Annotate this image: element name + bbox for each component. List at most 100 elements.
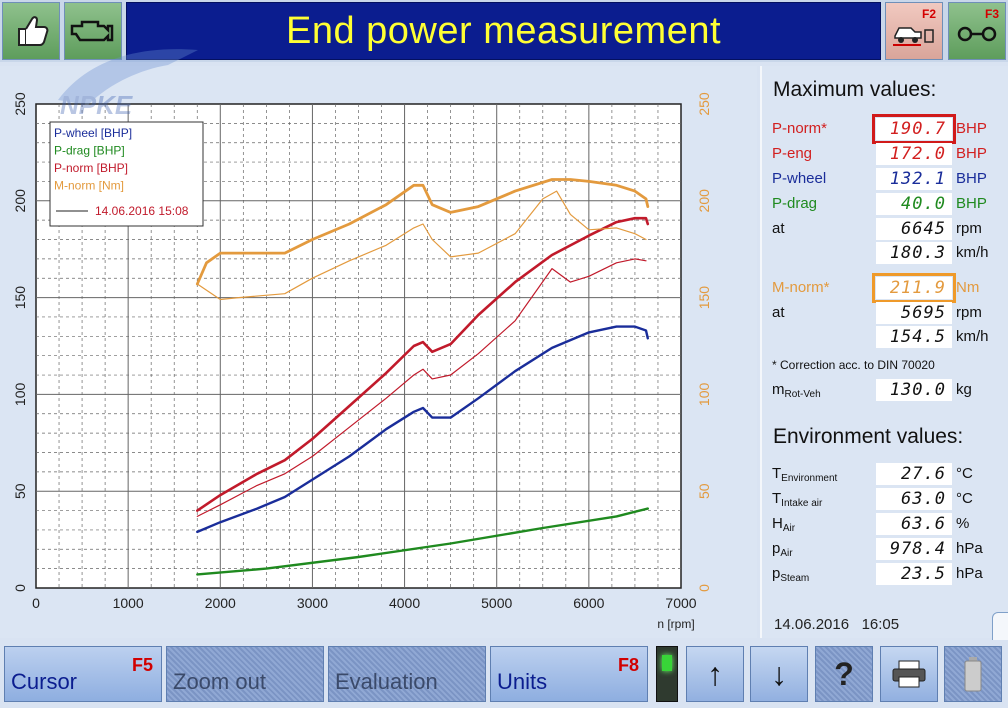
env-unit: hPa <box>956 565 983 582</box>
vehicle-data-button[interactable]: F2 <box>885 2 943 60</box>
y-tick-label-left: 0 <box>12 584 28 592</box>
max-label: P-norm* <box>772 120 828 137</box>
legend-entry: P-wheel [BHP] <box>54 126 132 140</box>
max-value: 6645 <box>876 218 952 240</box>
env-label: pAir <box>772 540 793 559</box>
thumbs-up-button[interactable] <box>2 2 60 60</box>
max-value: 211.9 <box>872 273 956 303</box>
series-line <box>196 258 647 517</box>
y-tick-label-right: 0 <box>696 584 712 592</box>
max-label: P-drag <box>772 195 818 212</box>
battery-button[interactable] <box>944 646 1002 702</box>
env-value: 63.0 <box>876 488 952 510</box>
y-tick-label-right: 250 <box>696 92 712 116</box>
legend-entry: P-norm [BHP] <box>54 161 128 175</box>
dyno-rollers-button[interactable]: F3 <box>948 2 1006 60</box>
mass-label: mRot-Veh <box>772 381 821 400</box>
env-label: HAir <box>772 515 796 534</box>
header-bar: End power measurement F2 F3 <box>0 0 1008 62</box>
max-label: M-norm* <box>772 279 830 296</box>
help-button[interactable]: ? <box>815 646 873 702</box>
x-tick-label: 3000 <box>297 595 328 611</box>
y-tick-label-left: 100 <box>12 383 28 407</box>
chart-panel: 0 1000 2000 3000 4000 5000 6000 7000 0 50 100 150 20… <box>0 66 757 638</box>
environment-values-heading: Environment values: <box>773 425 964 448</box>
env-value: 27.6 <box>876 463 952 485</box>
engine-button[interactable] <box>64 2 122 60</box>
max-row-kmh: 180.3 km/h <box>772 242 1008 264</box>
env-row: HAir 63.6 % <box>772 513 1008 535</box>
x-tick-label: 7000 <box>665 595 696 611</box>
max-row-p-norm: P-norm* 190.7 BHP <box>772 114 1008 144</box>
led-light <box>662 655 672 671</box>
x-tick-label: 6000 <box>573 595 604 611</box>
env-value: 63.6 <box>876 513 952 535</box>
power-chart[interactable]: 0 1000 2000 3000 4000 5000 6000 700005010015020… <box>0 66 757 638</box>
din-correction-note: * Correction acc. to DIN 70020 <box>772 358 935 372</box>
units-button[interactable]: Units F8 <box>490 646 648 702</box>
max-unit: Nm <box>956 279 980 296</box>
max-unit: BHP <box>956 145 987 162</box>
max-label: at <box>772 304 785 321</box>
evaluation-button[interactable]: Evaluation <box>328 646 486 702</box>
rollers-icon <box>957 26 997 42</box>
max-row-at-rpm: at 6645 rpm <box>772 218 1008 240</box>
x-tick-label: 4000 <box>389 595 420 611</box>
series-line <box>196 325 649 534</box>
arrow-down-icon: ↓ <box>771 655 787 692</box>
x-tick-label: 0 <box>32 595 40 611</box>
env-unit: °C <box>956 465 973 482</box>
f8-key-label: F8 <box>617 655 639 675</box>
max-unit: rpm <box>956 304 982 321</box>
max-unit: BHP <box>956 195 987 212</box>
mass-value: 130.0 <box>876 379 952 401</box>
y-tick-label-right: 50 <box>696 483 712 499</box>
max-value: 5695 <box>876 302 952 324</box>
help-icon: ? <box>834 655 854 692</box>
engine-icon <box>70 20 114 42</box>
x-tick-label: 5000 <box>481 595 512 611</box>
max-label: at <box>772 220 785 237</box>
legend-date: 14.06.2016 15:08 <box>95 204 189 218</box>
env-value: 23.5 <box>876 563 952 585</box>
max-value: 154.5 <box>876 326 952 348</box>
cursor-button[interactable]: Cursor F5 <box>4 646 162 702</box>
max-row-m-norm: M-norm* 211.9 Nm <box>772 273 1008 303</box>
env-row: pAir 978.4 hPa <box>772 538 1008 560</box>
mass-unit: kg <box>956 381 972 398</box>
series-line <box>196 190 647 301</box>
legend-entry: P-drag [BHP] <box>54 144 125 158</box>
env-label: pSteam <box>772 565 810 584</box>
thumbs-up-icon <box>18 16 49 46</box>
series-line <box>195 178 650 286</box>
zoom-out-button[interactable]: Zoom out <box>166 646 324 702</box>
legend-entry: M-norm [Nm] <box>54 179 124 193</box>
env-unit: °C <box>956 490 973 507</box>
arrow-up-icon: ↑ <box>707 655 723 692</box>
npke-logo-watermark: NPKE <box>58 49 198 120</box>
env-row: pSteam 23.5 hPa <box>772 563 1008 585</box>
max-unit: rpm <box>956 220 982 237</box>
mass-row: mRot-Veh 130.0 kg <box>772 379 1008 401</box>
env-row: TIntake air 63.0 °C <box>772 488 1008 510</box>
y-tick-label-right: 150 <box>696 286 712 310</box>
measurement-datetime: 14.06.2016 16:05 <box>774 616 900 633</box>
x-tick-label: 1000 <box>113 595 144 611</box>
vehicle-on-dyno-icon <box>893 27 934 46</box>
max-value: 132.1 <box>876 168 952 190</box>
title-bar: End power measurement <box>126 2 881 60</box>
scroll-up-button[interactable]: ↑ <box>686 646 744 702</box>
f2-key-label: F2 <box>921 7 936 21</box>
print-button[interactable] <box>880 646 938 702</box>
battery-icon <box>964 657 982 692</box>
function-key-bar: Cursor F5 Zoom out Evaluation Units F8 ↑… <box>0 640 1008 708</box>
cursor-button-label: Cursor <box>11 669 78 694</box>
max-label: P-eng <box>772 145 813 162</box>
printer-icon <box>892 660 926 688</box>
series-line <box>196 507 649 576</box>
values-panel: Maximum values: P-norm* 190.7 BHP P-eng … <box>760 66 1008 638</box>
max-value: 172.0 <box>876 143 952 165</box>
zoom-out-label: Zoom out <box>173 669 266 694</box>
env-unit: % <box>956 515 970 532</box>
scroll-down-button[interactable]: ↓ <box>750 646 808 702</box>
